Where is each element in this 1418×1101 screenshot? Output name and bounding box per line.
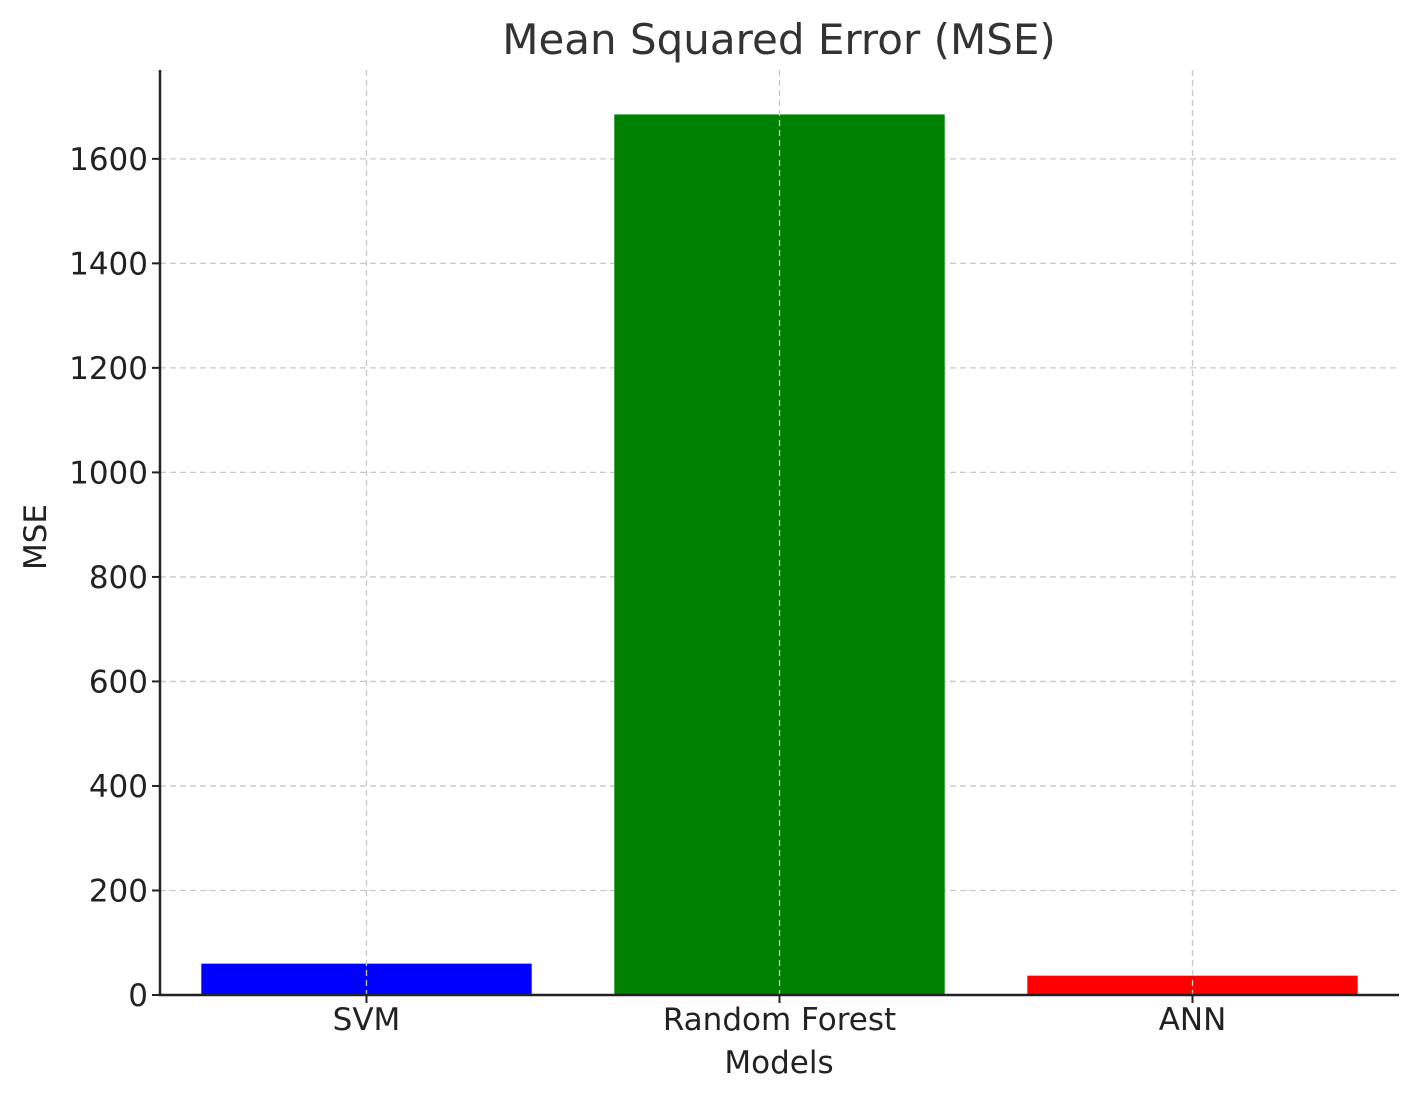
y-tick-label: 200	[89, 873, 148, 909]
y-tick-label: 0	[128, 978, 148, 1014]
y-tick-label: 1000	[69, 455, 148, 491]
y-axis-ticks: 0 200 400 600 800 1000 1200 1400 1600	[69, 142, 160, 1014]
x-tick-label: Random Forest	[663, 1002, 896, 1038]
y-tick-label: 800	[89, 560, 148, 596]
y-axis-label: MSE	[18, 504, 54, 570]
vertical-grid-lines	[365, 70, 1194, 995]
bar-svm	[201, 963, 532, 995]
chart-title: Mean Squared Error (MSE)	[502, 15, 1056, 64]
y-tick-label: 600	[89, 664, 148, 700]
y-tick-label: 1600	[69, 142, 148, 178]
x-tick-label: SVM	[333, 1002, 401, 1038]
x-axis-label: Models	[724, 1045, 833, 1081]
x-tick-label: ANN	[1159, 1002, 1227, 1038]
y-tick-label: 400	[89, 769, 148, 805]
y-tick-label: 1400	[69, 246, 148, 282]
x-axis-ticks: SVM Random Forest ANN	[333, 995, 1227, 1038]
y-tick-label: 1200	[69, 351, 148, 387]
